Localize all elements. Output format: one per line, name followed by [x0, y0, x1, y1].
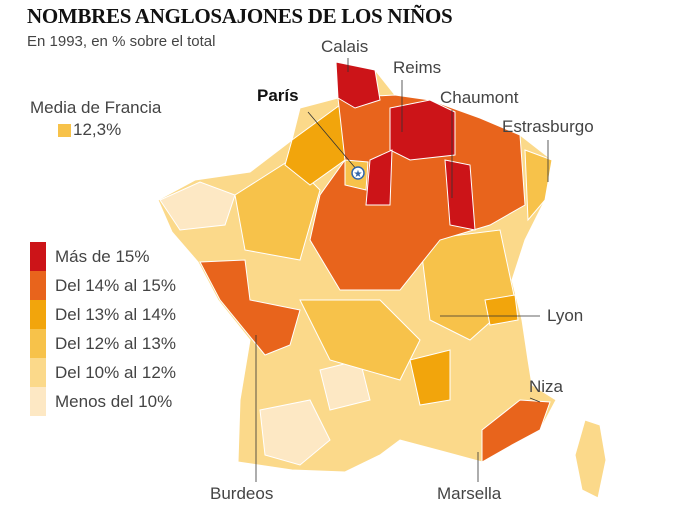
- legend-label: Menos del 10%: [55, 391, 173, 411]
- label-chaumont: Chaumont: [440, 88, 519, 107]
- leader-niza: [529, 397, 541, 403]
- legend-item: Del 12% al 13%: [30, 329, 176, 358]
- legend-item: Del 14% al 15%: [30, 271, 176, 300]
- legend-item: Del 13% al 14%: [30, 300, 176, 329]
- region-west-mid: [234, 159, 321, 261]
- label-estrasburgo: Estrasburgo: [502, 117, 594, 136]
- map-subtitle: En 1993, en % sobre el total: [27, 33, 216, 50]
- region-paris-red: [365, 149, 393, 206]
- legend-swatch: [30, 358, 46, 387]
- legend-swatch: [30, 271, 46, 300]
- average-value-text: 12,3%: [73, 120, 122, 139]
- map-title: NOMBRES ANGLOSAJONES DE LOS NIÑOS: [27, 4, 453, 28]
- legend-item: Menos del 10%: [30, 387, 176, 416]
- paris-star-icon: [351, 166, 365, 180]
- average-label: Media de Francia: [30, 98, 162, 117]
- legend-item: Más de 15%: [30, 242, 176, 271]
- region-riviera-orange: [481, 399, 551, 463]
- region-east-yellow: [524, 149, 553, 222]
- legend-label: Del 13% al 14%: [55, 304, 176, 324]
- label-reims: Reims: [393, 58, 442, 77]
- region-normandy: [284, 104, 346, 186]
- region-nord-red: [335, 61, 381, 109]
- label-lyon: Lyon: [547, 306, 584, 325]
- region-vendee-orange: [199, 259, 301, 356]
- region-marne-red: [389, 99, 456, 161]
- legend-swatch: [30, 387, 46, 416]
- region-brittany-low: [159, 181, 236, 231]
- legend-item: Del 10% al 12%: [30, 358, 176, 387]
- label-burdeos: Burdeos: [210, 484, 274, 503]
- label-calais: Calais: [321, 37, 369, 56]
- legend-label: Del 14% al 15%: [55, 275, 176, 295]
- legend-swatch: [30, 300, 46, 329]
- legend-swatch: [30, 242, 46, 271]
- legend-label: Del 12% al 13%: [55, 333, 176, 353]
- legend-label: Del 10% al 12%: [55, 362, 176, 382]
- label-marsella: Marsella: [437, 484, 502, 503]
- label-paris: París: [257, 86, 299, 105]
- legend-label: Más de 15%: [55, 246, 150, 266]
- region-south-yellow: [409, 349, 451, 406]
- region-savoie-orange: [484, 294, 519, 326]
- region-north-orange: [309, 94, 526, 291]
- legend: Más de 15% Del 14% al 15% Del 13% al 14% De…: [30, 242, 176, 416]
- label-niza: Niza: [529, 377, 564, 396]
- average-value: 12,3%: [58, 120, 121, 140]
- average-swatch: [58, 123, 71, 137]
- legend-swatch: [30, 329, 46, 358]
- region-hautemarne-red: [444, 159, 476, 231]
- leader-paris: [307, 111, 358, 171]
- corsica: [574, 419, 607, 499]
- star-glyph: ★: [354, 169, 363, 180]
- region-southwest-low: [259, 399, 331, 466]
